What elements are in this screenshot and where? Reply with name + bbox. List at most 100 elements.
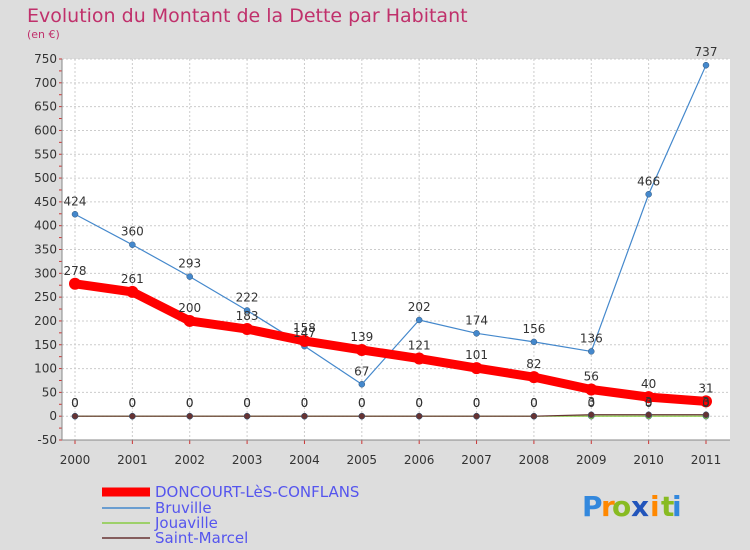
data-point-3	[473, 412, 480, 420]
data-labels: 278 261 200 183 158 139 121 101 82 56 40 31 424 360 29…	[64, 45, 718, 410]
data-label: 0	[473, 396, 481, 410]
data-label: 0	[129, 396, 137, 410]
data-label: 222	[236, 290, 259, 304]
x-tick-label: 2006	[404, 453, 435, 467]
data-label: 174	[465, 313, 488, 327]
data-label: 56	[584, 370, 599, 384]
y-tick-label: 400	[34, 219, 57, 233]
legend-label: Bruville	[155, 499, 212, 517]
data-label: 0	[530, 396, 538, 410]
data-point-0	[241, 323, 254, 336]
data-point-3	[530, 412, 538, 420]
data-point-3	[415, 412, 423, 420]
y-tick-label: 200	[34, 314, 57, 328]
data-label: 3	[587, 395, 595, 409]
data-label: 0	[358, 396, 366, 410]
data-label: 0	[473, 396, 481, 410]
y-tick-label: 450	[34, 195, 57, 209]
data-label: 0	[71, 396, 79, 410]
y-tick-label: 700	[34, 76, 57, 90]
y-tick-label: -50	[37, 433, 57, 447]
y-tick-label: 150	[34, 338, 57, 352]
data-point-3	[71, 412, 79, 420]
grid	[62, 58, 730, 441]
x-tick-label: 2004	[289, 453, 320, 467]
data-point-1	[702, 61, 710, 69]
data-label: 0	[415, 396, 423, 410]
x-tick-label: 2011	[691, 453, 722, 467]
data-point-0	[69, 277, 81, 290]
data-label: 147	[293, 326, 316, 340]
x-tick-label: 2002	[174, 453, 205, 467]
data-label: 360	[121, 225, 144, 239]
x-tick-label: 2009	[576, 453, 607, 467]
data-label: 293	[178, 257, 201, 271]
data-point-1	[645, 191, 652, 198]
data-point-0	[126, 285, 139, 298]
legend-label: DONCOURT-LèS-CONFLANS	[155, 483, 359, 501]
data-point-0	[355, 343, 368, 356]
data-point-1	[186, 273, 193, 280]
y-tick-label: 250	[34, 290, 57, 304]
data-label: 3	[645, 395, 653, 409]
data-point-3	[301, 412, 308, 420]
data-label: 0	[702, 396, 710, 410]
y-tick-label: 0	[49, 409, 57, 423]
data-point-0	[585, 383, 598, 396]
data-point-0	[470, 362, 483, 375]
data-point-1	[530, 338, 538, 346]
data-label: 0	[587, 396, 595, 410]
data-label: 0	[645, 396, 653, 410]
y-tick-label: 750	[34, 52, 57, 66]
y-tick-label: 500	[34, 171, 57, 185]
logo-letter: x	[631, 490, 649, 523]
logo-letter: r	[601, 490, 615, 523]
data-label: 136	[580, 331, 603, 345]
axes: -500501001502002503003504004505005506006…	[34, 52, 730, 467]
logo-letter: t	[661, 490, 674, 523]
x-tick-label: 2008	[519, 453, 550, 467]
data-point-0	[183, 314, 196, 327]
data-label: 0	[301, 396, 309, 410]
data-point-0	[298, 334, 311, 347]
data-label: 82	[526, 357, 541, 371]
data-label: 139	[350, 330, 373, 344]
data-point-1	[243, 307, 251, 314]
data-point-1	[588, 348, 595, 355]
y-tick-label: 300	[34, 266, 57, 280]
data-label: 424	[64, 194, 87, 208]
data-label: 67	[354, 364, 369, 378]
x-tick-label: 2010	[633, 453, 664, 467]
data-label: 202	[408, 300, 431, 314]
data-label: 0	[243, 396, 251, 410]
data-point-3	[588, 411, 595, 419]
data-point-3	[186, 412, 193, 420]
chart-subtitle: (en €)	[27, 28, 60, 41]
data-point-0	[700, 395, 712, 408]
data-label: 200	[178, 301, 201, 315]
data-label: 40	[641, 377, 656, 391]
x-tick-label: 2003	[232, 453, 263, 467]
logo-letter: i	[672, 490, 682, 523]
series-line-0	[70, 279, 711, 406]
data-label: 158	[293, 321, 316, 335]
x-tick-label: 2000	[60, 453, 91, 467]
data-point-1	[473, 330, 480, 337]
data-label: 0	[186, 396, 194, 410]
data-label: 121	[408, 339, 431, 353]
logo-letter: P	[582, 490, 603, 523]
x-tick-label: 2005	[347, 453, 378, 467]
y-tick-label: 600	[34, 123, 57, 137]
data-label: 261	[121, 272, 144, 286]
data-label: 737	[695, 45, 718, 59]
data-point-3	[358, 412, 366, 420]
data-label: 183	[236, 309, 259, 323]
data-point-3	[702, 411, 710, 419]
data-point-1	[358, 381, 366, 388]
data-label: 0	[415, 396, 423, 410]
data-point-1	[415, 316, 423, 324]
data-label: 3	[702, 395, 710, 409]
series-lines	[69, 61, 712, 420]
